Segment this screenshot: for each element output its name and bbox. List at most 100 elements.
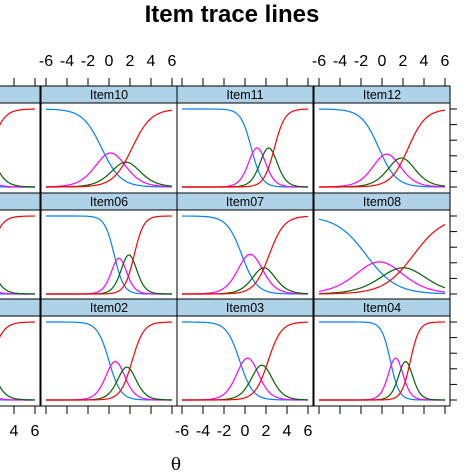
x-tick-label: 6 <box>304 423 313 440</box>
trace-line <box>45 152 173 188</box>
panel-frame <box>176 102 314 194</box>
panel <box>0 298 41 407</box>
trace-line <box>0 184 35 188</box>
panel-frame <box>40 102 178 194</box>
x-tick-label: -6 <box>312 53 326 70</box>
x-tick-label: -6 <box>175 423 189 440</box>
chart-title: Item trace lines <box>145 1 320 28</box>
trace-line <box>46 321 172 401</box>
trace-line <box>46 366 173 401</box>
trace-line <box>0 385 36 401</box>
panel-frame <box>40 209 178 301</box>
x-tick-label: -4 <box>60 53 74 70</box>
x-tick-label: -2 <box>354 53 368 70</box>
panel-label: Item04 <box>363 301 401 315</box>
x-tick-label: 4 <box>283 423 292 440</box>
trace-line <box>46 321 173 401</box>
x-tick-label: 2 <box>399 53 408 70</box>
panel-strip <box>0 85 41 104</box>
trace-line <box>46 109 173 188</box>
trace-line <box>319 109 446 188</box>
x-tick-label: 0 <box>105 53 114 70</box>
trace-line <box>319 361 445 401</box>
trace-line <box>46 215 172 295</box>
trace-line <box>181 253 309 295</box>
panel-label: Item02 <box>90 301 128 315</box>
panel: Item11 <box>176 85 314 194</box>
trace-line <box>0 321 36 338</box>
trace-line <box>318 261 446 293</box>
trace-line <box>0 398 36 401</box>
panel: Item02 <box>40 298 178 407</box>
panel-label: Item10 <box>90 88 128 102</box>
trace-line <box>182 147 309 188</box>
panel: Item08 <box>313 192 451 301</box>
panel: Item10 <box>40 85 178 194</box>
x-axis-label: θ <box>171 455 181 474</box>
trace-line <box>46 257 172 295</box>
panel-label: Item03 <box>226 301 264 315</box>
trace-line <box>0 171 36 188</box>
trace-line <box>182 364 309 401</box>
trace-line <box>46 360 172 401</box>
panel <box>0 85 41 194</box>
trace-line <box>0 186 35 188</box>
panel-label: Item06 <box>90 195 128 209</box>
x-tick-label: 2 <box>126 53 135 70</box>
x-tick-label: -4 <box>196 423 210 440</box>
trace-line <box>46 215 173 295</box>
trace-line <box>182 147 309 188</box>
panel: Item03 <box>176 298 314 407</box>
panel-label: Item11 <box>226 88 263 102</box>
trace-line <box>182 357 309 401</box>
x-tick-label: 2 <box>262 423 271 440</box>
panel-label: Item08 <box>363 195 401 209</box>
x-tick-label: 0 <box>378 53 387 70</box>
trace-line <box>0 108 36 126</box>
panel: Item04 <box>313 298 451 407</box>
trace-line <box>182 321 309 401</box>
trace-line <box>0 282 36 295</box>
panel-label: Item07 <box>226 195 264 209</box>
x-tick-label: 0 <box>241 423 250 440</box>
x-tick-label: -2 <box>81 53 95 70</box>
x-tick-label: 6 <box>441 53 450 70</box>
panel-label: Item12 <box>363 88 401 102</box>
panel-frame <box>313 102 451 194</box>
panel-strip <box>0 192 41 211</box>
panel-strip <box>0 298 41 317</box>
panel-frame <box>0 102 41 194</box>
trace-line <box>46 254 172 295</box>
panel: Item12 <box>313 85 451 194</box>
panel-frame <box>313 315 451 407</box>
trace-line <box>318 267 446 295</box>
x-tick-label: -4 <box>333 53 347 70</box>
panel: Item06 <box>40 192 178 301</box>
trace-line <box>46 161 173 188</box>
x-tick-label: 4 <box>147 53 156 70</box>
trace-line <box>45 108 172 188</box>
trace-line <box>182 108 309 188</box>
x-tick-label: 6 <box>168 53 177 70</box>
trace-line <box>182 267 309 295</box>
panel-frame <box>176 315 314 407</box>
trace-line <box>182 108 308 188</box>
trace-line <box>182 215 309 295</box>
trace-line <box>318 153 446 188</box>
trace-line <box>319 321 445 401</box>
x-tick-label: -6 <box>39 53 53 70</box>
x-tick-label: -2 <box>217 423 231 440</box>
trace-line <box>0 291 35 295</box>
panel-frame <box>0 209 41 301</box>
trace-line <box>182 215 308 295</box>
trace-line <box>0 399 35 401</box>
panels-layer: Item10 Item11 Item12 Item06 Item07 Item08 Item… <box>0 85 451 407</box>
trace-line <box>0 215 36 229</box>
panel <box>0 192 41 301</box>
panel-frame <box>0 315 41 407</box>
panel-frame <box>313 209 451 301</box>
x-tick-label: 6 <box>31 423 40 440</box>
trace-line <box>318 108 446 188</box>
